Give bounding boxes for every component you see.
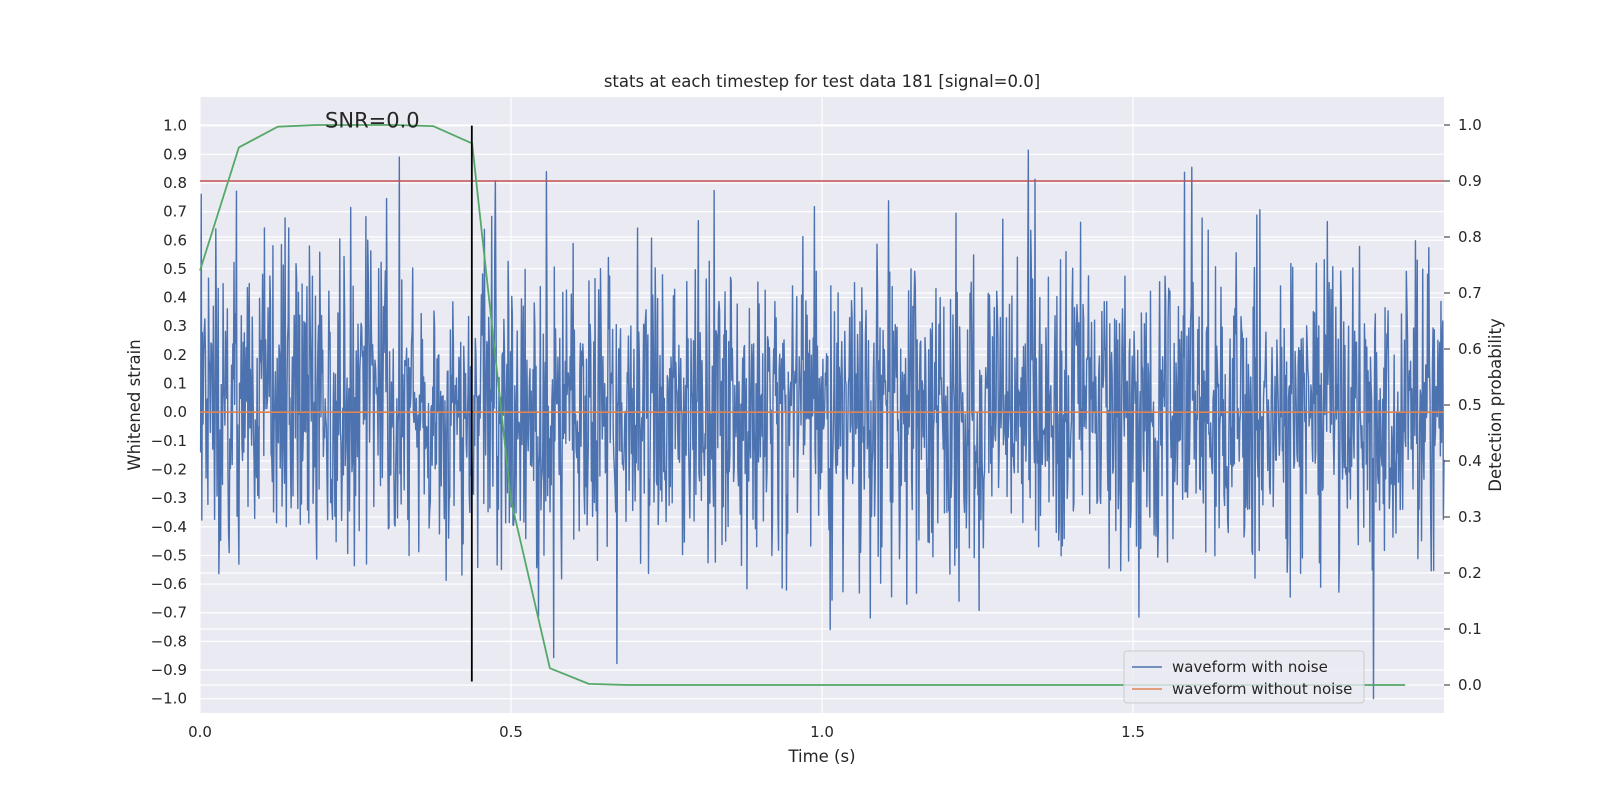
y2-tick-label: 0.9	[1458, 172, 1482, 190]
y-tick-label: 0.2	[163, 346, 187, 364]
y-tick-label: −0.5	[151, 546, 187, 564]
y-tick-label: 0.6	[163, 231, 187, 249]
y-tick-label: −0.4	[151, 518, 187, 536]
snr-annotation: SNR=0.0	[325, 109, 420, 133]
x-tick-label: 1.5	[1121, 723, 1145, 741]
y-tick-label: 0.1	[163, 375, 187, 393]
y-tick-label: 0.8	[163, 174, 187, 192]
y-tick-label: −0.1	[151, 432, 187, 450]
y2-tick-label: 0.8	[1458, 228, 1482, 246]
y-tick-label: −0.8	[151, 632, 187, 650]
y-tick-label: −1.0	[151, 690, 187, 708]
y2-tick-label: 1.0	[1458, 116, 1482, 134]
y-tick-label: −0.3	[151, 489, 187, 507]
y-tick-label: 1.0	[163, 117, 187, 135]
y-tick-label: 0.4	[163, 289, 187, 307]
y2-tick-label: 0.1	[1458, 620, 1482, 638]
y-axis-label: Whitened strain	[125, 339, 144, 470]
y-tick-label: −0.7	[151, 604, 187, 622]
y-tick-label: −0.2	[151, 460, 187, 478]
y-tick-label: −0.9	[151, 661, 187, 679]
y2-tick-label: 0.2	[1458, 564, 1482, 582]
x-tick-label: 0.0	[188, 723, 212, 741]
y2-tick-label: 0.3	[1458, 508, 1482, 526]
y2-axis-label: Detection probability	[1486, 318, 1505, 492]
y2-tick-label: 0.6	[1458, 340, 1482, 358]
tick-labels: 0.0 0.5 1.0 1.5 1.0 0.9 0.8 0.7 0.6 0.5 0.4 0.3 0.2 0…	[151, 116, 1482, 741]
series-waveform-with-noise	[199, 149, 1445, 700]
x-axis-label: Time (s)	[787, 747, 855, 766]
legend: waveform with noise waveform without noi…	[1123, 650, 1365, 704]
y2-tick-label: 0.7	[1458, 284, 1482, 302]
legend-box	[1123, 650, 1365, 704]
y-tick-label: 0.7	[163, 203, 187, 221]
x-tick-label: 0.5	[499, 723, 523, 741]
y-tick-label: 0.5	[163, 260, 187, 278]
y2-tick-label: 0.5	[1458, 396, 1482, 414]
legend-entry-noise: waveform with noise	[1172, 658, 1328, 676]
y2-tick-label: 0.0	[1458, 676, 1482, 694]
legend-entry-clean: waveform without noise	[1172, 680, 1352, 698]
y-tick-label: 0.0	[163, 403, 187, 421]
series-detection-probability	[199, 124, 1406, 686]
y-tick-label: −0.6	[151, 575, 187, 593]
series-layer	[199, 124, 1445, 700]
y-tick-label: 0.9	[163, 145, 187, 163]
y2-tick-label: 0.4	[1458, 452, 1482, 470]
y-tick-label: 0.3	[163, 317, 187, 335]
chart-title: stats at each timestep for test data 181…	[604, 72, 1040, 91]
x-tick-label: 1.0	[810, 723, 834, 741]
